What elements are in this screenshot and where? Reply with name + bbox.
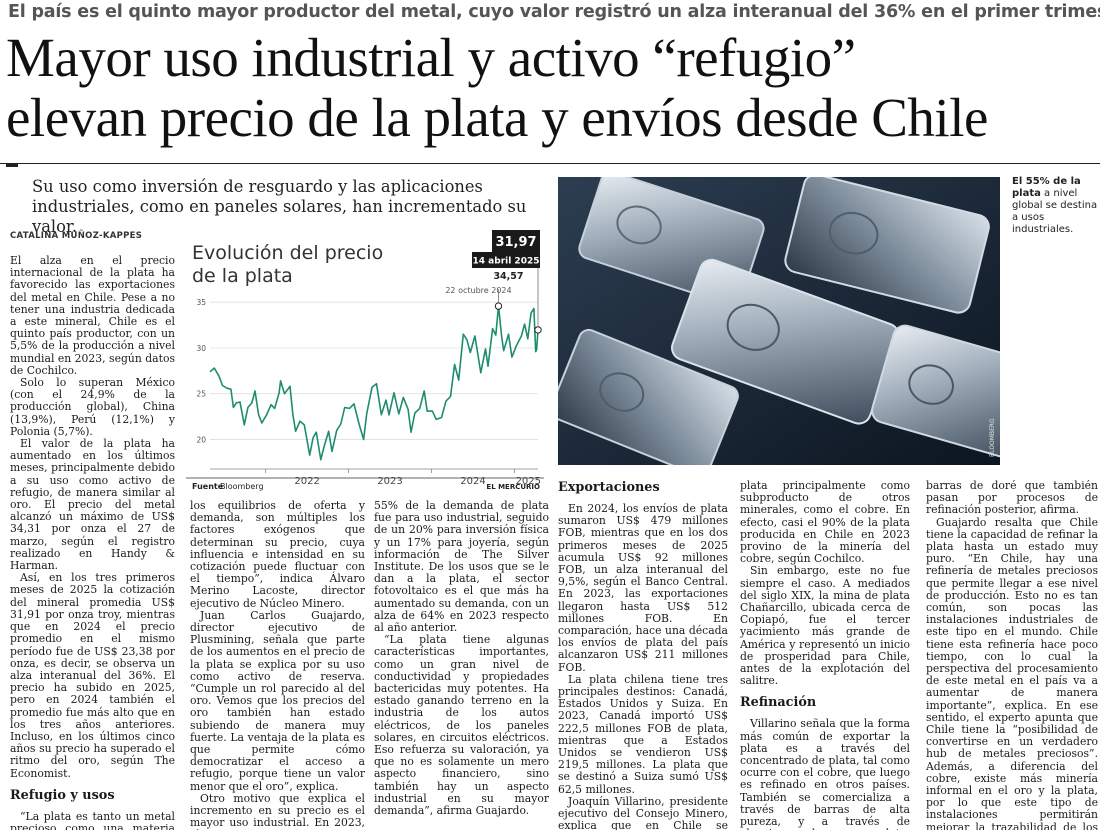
y-tick-label: 30: [196, 344, 206, 353]
column-3: 55% de la demanda de plata fue para uso …: [374, 500, 549, 830]
annotation-value: 31,97: [495, 235, 536, 250]
headline-line-2: elevan precio de la plata y envíos desde…: [6, 87, 988, 148]
section-heading-refugio: Refugio y usos: [10, 787, 115, 803]
x-tick-label: 2024: [460, 476, 485, 487]
chart-title-line-2: de la plata: [192, 265, 293, 287]
price-chart: Evolución del precio de la plata 20 25 30 3…: [186, 227, 544, 493]
y-tick-label: 35: [196, 298, 206, 307]
paragraph: Villarino señala que la forma más común …: [740, 717, 910, 830]
paragraph: Así, en los tres primeros meses de 2025 …: [10, 571, 175, 780]
chart-background: [186, 227, 544, 493]
paragraph: barras de doré que también pasan por pro…: [926, 480, 1098, 517]
photo-credit: BLOOMBERG: [989, 418, 996, 457]
silver-bar: [558, 328, 739, 465]
paragraph: Joaquín Villarino, presidente ejecutivo …: [558, 794, 728, 830]
column-2: los equilibrios de oferta y demanda, son…: [190, 500, 365, 830]
paragraph: Sin embargo, este no fue siempre el caso…: [740, 564, 910, 688]
column-4: Exportaciones En 2024, los envíos de pla…: [558, 480, 728, 830]
kicker: El país es el quinto mayor productor del…: [8, 2, 1100, 22]
paragraph: El valor de la plata ha aumentado en los…: [10, 437, 175, 573]
chart-annotations: 34,57 22 octubre 2024 31,97 14 abril 2025: [445, 230, 542, 334]
y-tick-label: 20: [196, 436, 206, 445]
paragraph: “La plata es tanto un metal precioso com…: [10, 809, 175, 830]
photo-caption: El 55% de la plata a nivel global se des…: [1012, 176, 1098, 236]
header-rule-marker: [6, 163, 18, 167]
chart-grid: [210, 301, 538, 440]
paragraph: El alza en el precio internacional de la…: [10, 255, 175, 377]
paragraph: Solo lo superan México (con el 24,9% de …: [10, 376, 175, 438]
y-tick-label: 25: [196, 390, 206, 399]
chart-x-axis: 2022 2023 2024 2025: [210, 468, 541, 487]
paragraph: “La plata tiene algunas características …: [374, 633, 549, 818]
byline: CATALINA MUÑOZ-KAPPES: [10, 231, 143, 241]
paragraph: los equilibrios de oferta y demanda, son…: [190, 500, 365, 610]
chart-brand: EL MERCURIO: [486, 483, 540, 491]
column-6: barras de doré que también pasan por pro…: [926, 480, 1098, 830]
paragraph: En 2024, los envíos de plata sumaron US$…: [558, 502, 728, 674]
annotation-value-box: [492, 230, 540, 252]
x-tick-label: 2023: [377, 476, 402, 487]
section-heading-refinacion: Refinación: [740, 695, 817, 711]
paragraph: Guajardo resalta que Chile tiene la capa…: [926, 515, 1098, 830]
chart-source: Bloomberg: [220, 482, 264, 491]
section-heading-exportaciones: Exportaciones: [558, 480, 660, 495]
annotation-date-box: [472, 252, 540, 268]
paragraph: Juan Carlos Guajardo, director ejecutivo…: [190, 608, 365, 793]
photo-caption-bold: El 55% de la plata: [1012, 176, 1081, 199]
annotation-marker: [494, 302, 503, 310]
headline: Mayor uso industrial y activo “refugio” …: [6, 28, 1096, 148]
series-line: [209, 305, 539, 461]
paragraph: plata principalmente como subproducto de…: [740, 480, 910, 566]
x-tick-label: 2022: [294, 476, 319, 487]
paragraph: La plata chilena tiene tres principales …: [558, 672, 728, 796]
silver-bars-illustration: BLOOMBERG: [558, 177, 1000, 465]
subheadline: Su uso como inversión de resguardo y las…: [32, 177, 527, 236]
chart-source-label: Fuente: [192, 482, 224, 491]
paragraph: Otro motivo que explica el incremento en…: [190, 791, 365, 830]
header-rule: [0, 163, 1100, 164]
annotation-date: 14 abril 2025: [473, 257, 540, 267]
annotation-value: 34,57: [493, 271, 523, 282]
price-chart-svg: Evolución del precio de la plata 2025303…: [186, 227, 544, 493]
silver-bar: [871, 324, 1000, 459]
paragraph: 55% de la demanda de plata fue para uso …: [374, 500, 549, 635]
chart-y-axis: 20 25 30 35: [196, 298, 206, 444]
headline-line-1: Mayor uso industrial y activo “refugio”: [6, 27, 856, 88]
column-1: El alza en el precio internacional de la…: [10, 255, 175, 830]
column-5: plata principalmente como subproducto de…: [740, 480, 910, 830]
silver-bar: [784, 177, 990, 314]
silver-bars-photo: BLOOMBERG: [558, 177, 1000, 465]
chart-title-line-1: Evolución del precio: [192, 242, 383, 264]
x-tick-label: 2025: [516, 476, 541, 487]
annotation-marker: [534, 326, 542, 334]
photo-caption-text: a nivel global se destina a usos industr…: [1012, 188, 1098, 235]
annotation-date: 22 octubre 2024: [445, 286, 511, 295]
